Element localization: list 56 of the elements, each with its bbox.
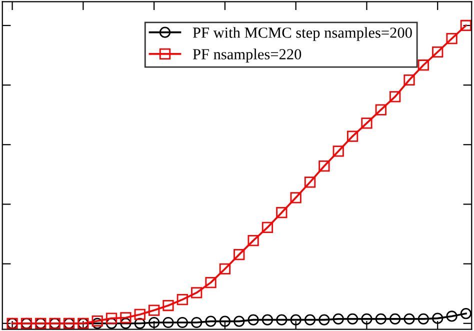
- point: [191, 287, 202, 298]
- point: [262, 314, 274, 326]
- point: [148, 316, 160, 328]
- point: [234, 316, 245, 327]
- point: [205, 277, 216, 288]
- point: [361, 313, 372, 324]
- point: [361, 118, 372, 129]
- point: [162, 316, 174, 328]
- point: [390, 91, 401, 102]
- point: [332, 146, 344, 157]
- point: [205, 316, 216, 327]
- point: [191, 316, 202, 328]
- point: [304, 176, 316, 188]
- point: [176, 294, 188, 306]
- point: [219, 263, 231, 274]
- point: [446, 33, 458, 44]
- point: [418, 313, 429, 324]
- point: [234, 249, 245, 260]
- point: [92, 318, 103, 329]
- point: [106, 312, 118, 324]
- point: [219, 316, 231, 327]
- point: [248, 235, 259, 246]
- point: [432, 46, 444, 58]
- point: [120, 318, 132, 329]
- point: [120, 312, 132, 324]
- point: [404, 313, 415, 324]
- point: [134, 318, 146, 329]
- point: [176, 316, 188, 328]
- point: [290, 314, 302, 326]
- point: [148, 304, 160, 316]
- point: [332, 313, 344, 324]
- point: [390, 313, 401, 324]
- legend-label: PF with MCMC step nsamples=200: [192, 27, 412, 41]
- point: [248, 314, 259, 326]
- point: [318, 314, 330, 326]
- point: [346, 313, 358, 324]
- point: [134, 308, 146, 320]
- point: [460, 20, 472, 32]
- point: [446, 310, 458, 322]
- point: [318, 160, 330, 172]
- point: [262, 222, 274, 234]
- point: [290, 192, 302, 204]
- point: [276, 207, 288, 218]
- point: [92, 315, 103, 327]
- point: [276, 314, 288, 326]
- point: [304, 314, 316, 326]
- point: [375, 104, 386, 116]
- legend-label: PF nsamples=220: [192, 48, 302, 63]
- point: [346, 130, 358, 142]
- point: [432, 312, 444, 324]
- point: [404, 74, 415, 86]
- point: [106, 318, 118, 329]
- point: [460, 308, 472, 320]
- point: [375, 313, 386, 324]
- point: [162, 300, 174, 312]
- point: [418, 60, 429, 71]
